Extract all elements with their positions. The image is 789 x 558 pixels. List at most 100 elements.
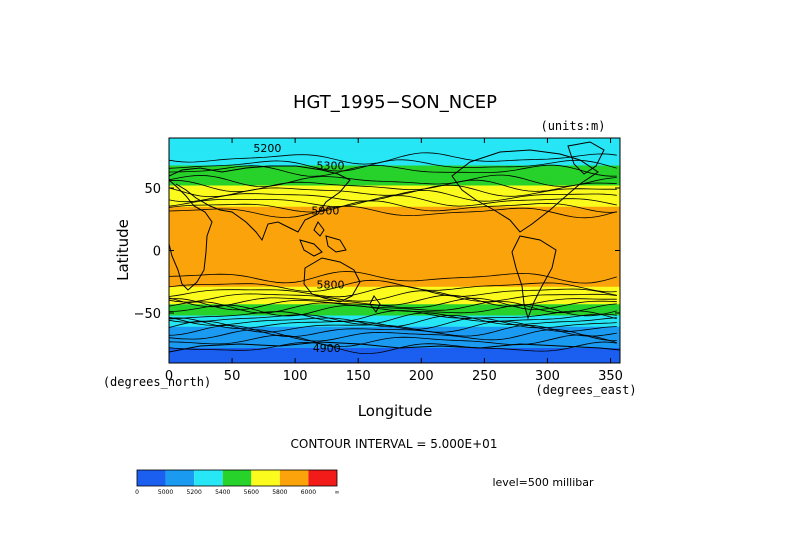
contour-band (169, 284, 620, 287)
contour-band (169, 314, 620, 317)
contour-line (169, 297, 617, 311)
contour-labels: 5200 5300 5900 5800 4900 (253, 142, 344, 355)
contour-band (169, 315, 620, 318)
contour-band (169, 221, 620, 224)
contour-band (169, 146, 620, 149)
contour-band (169, 239, 620, 242)
contour-line (169, 341, 617, 355)
coastline-greenland (567, 141, 605, 175)
contour-band (169, 204, 620, 207)
contour-band (169, 244, 620, 247)
y-axis-title: Latitude (114, 219, 132, 281)
contour-band (169, 343, 620, 345)
contour-band (169, 280, 620, 283)
coastline-new-zealand (369, 295, 381, 313)
contour-band (169, 288, 620, 290)
contour-band (169, 181, 620, 184)
contour-band (169, 153, 620, 155)
contour-line (169, 329, 617, 342)
contour-band (169, 271, 620, 274)
colorbar-frame (136, 469, 338, 487)
contour-band (169, 294, 620, 297)
contour-band (169, 274, 620, 277)
contour-band (169, 196, 620, 199)
contour-label: 4900 (313, 342, 341, 355)
contour-band (169, 169, 620, 172)
contour-band (169, 351, 620, 354)
contour-band (169, 170, 620, 173)
contour-band (169, 311, 620, 314)
contour-lines (169, 152, 617, 355)
colorbar: 0 5000 5200 5400 5600 5800 6000 ∞ (135, 469, 340, 496)
contour-band (169, 243, 620, 245)
contour-band (169, 313, 620, 315)
contour-band (169, 141, 620, 144)
contour-band (169, 319, 620, 322)
contour-band (169, 259, 620, 262)
contour-band (169, 359, 620, 362)
x-tick-label: 50 (224, 369, 241, 384)
colorbar-tick-label: 5200 (187, 489, 202, 496)
contour-band (169, 323, 620, 325)
contour-band (169, 151, 620, 154)
contour-band (169, 190, 620, 193)
contour-line (169, 334, 617, 347)
contour-band (169, 225, 620, 228)
contour-band (169, 140, 620, 143)
contour-band (169, 224, 620, 227)
contour-band (169, 238, 620, 240)
plot-area: 5200 5300 5900 5800 4900 (169, 138, 620, 363)
contour-band (169, 291, 620, 294)
contour-line (169, 310, 617, 323)
contour-band (169, 266, 620, 269)
contour-band (169, 354, 620, 357)
contour-band (169, 285, 620, 288)
colorbar-swatch (308, 470, 337, 486)
contour-band (169, 248, 620, 250)
contour-band (169, 166, 620, 169)
contour-band (169, 308, 620, 310)
contour-band (169, 301, 620, 304)
contour-band (169, 360, 620, 363)
contour-line (169, 320, 617, 333)
contour-band (169, 353, 620, 355)
y-tick-label: 50 (144, 182, 161, 197)
contour-band (169, 281, 620, 284)
contour-band (169, 214, 620, 217)
contour-line (169, 152, 617, 165)
contour-band (169, 249, 620, 252)
contour-band (169, 316, 620, 319)
contour-band (169, 233, 620, 235)
contour-band (169, 206, 620, 209)
x-tick-label: 300 (535, 369, 560, 384)
contour-band (169, 278, 620, 280)
units-label: (units:m) (540, 119, 605, 133)
coastlines (169, 141, 620, 353)
contour-band (169, 139, 620, 142)
contour-band (169, 211, 620, 214)
level-note: level=500 millibar (492, 476, 594, 489)
contour-band (169, 273, 620, 275)
contour-band (169, 303, 620, 305)
contour-band (169, 298, 620, 300)
contour-band (169, 330, 620, 333)
contour-interval-note: CONTOUR INTERVAL = 5.000E+01 (291, 437, 498, 451)
contour-band (169, 269, 620, 272)
coastline-maritime-continent (299, 221, 347, 257)
contour-band (169, 246, 620, 249)
contour-band (169, 263, 620, 265)
contour-band (169, 258, 620, 260)
contour-band (169, 205, 620, 208)
contour-band (169, 305, 620, 308)
contour-band (169, 250, 620, 253)
contour-band (169, 226, 620, 229)
contour-band (169, 199, 620, 202)
contour-band (169, 256, 620, 259)
y-tick-label: 0 (153, 245, 161, 260)
colorbar-tick-label: 6000 (301, 489, 316, 496)
contour-band (169, 328, 620, 330)
colorbar-swatch (165, 470, 195, 486)
contour-band (169, 189, 620, 192)
contour-band (169, 270, 620, 273)
